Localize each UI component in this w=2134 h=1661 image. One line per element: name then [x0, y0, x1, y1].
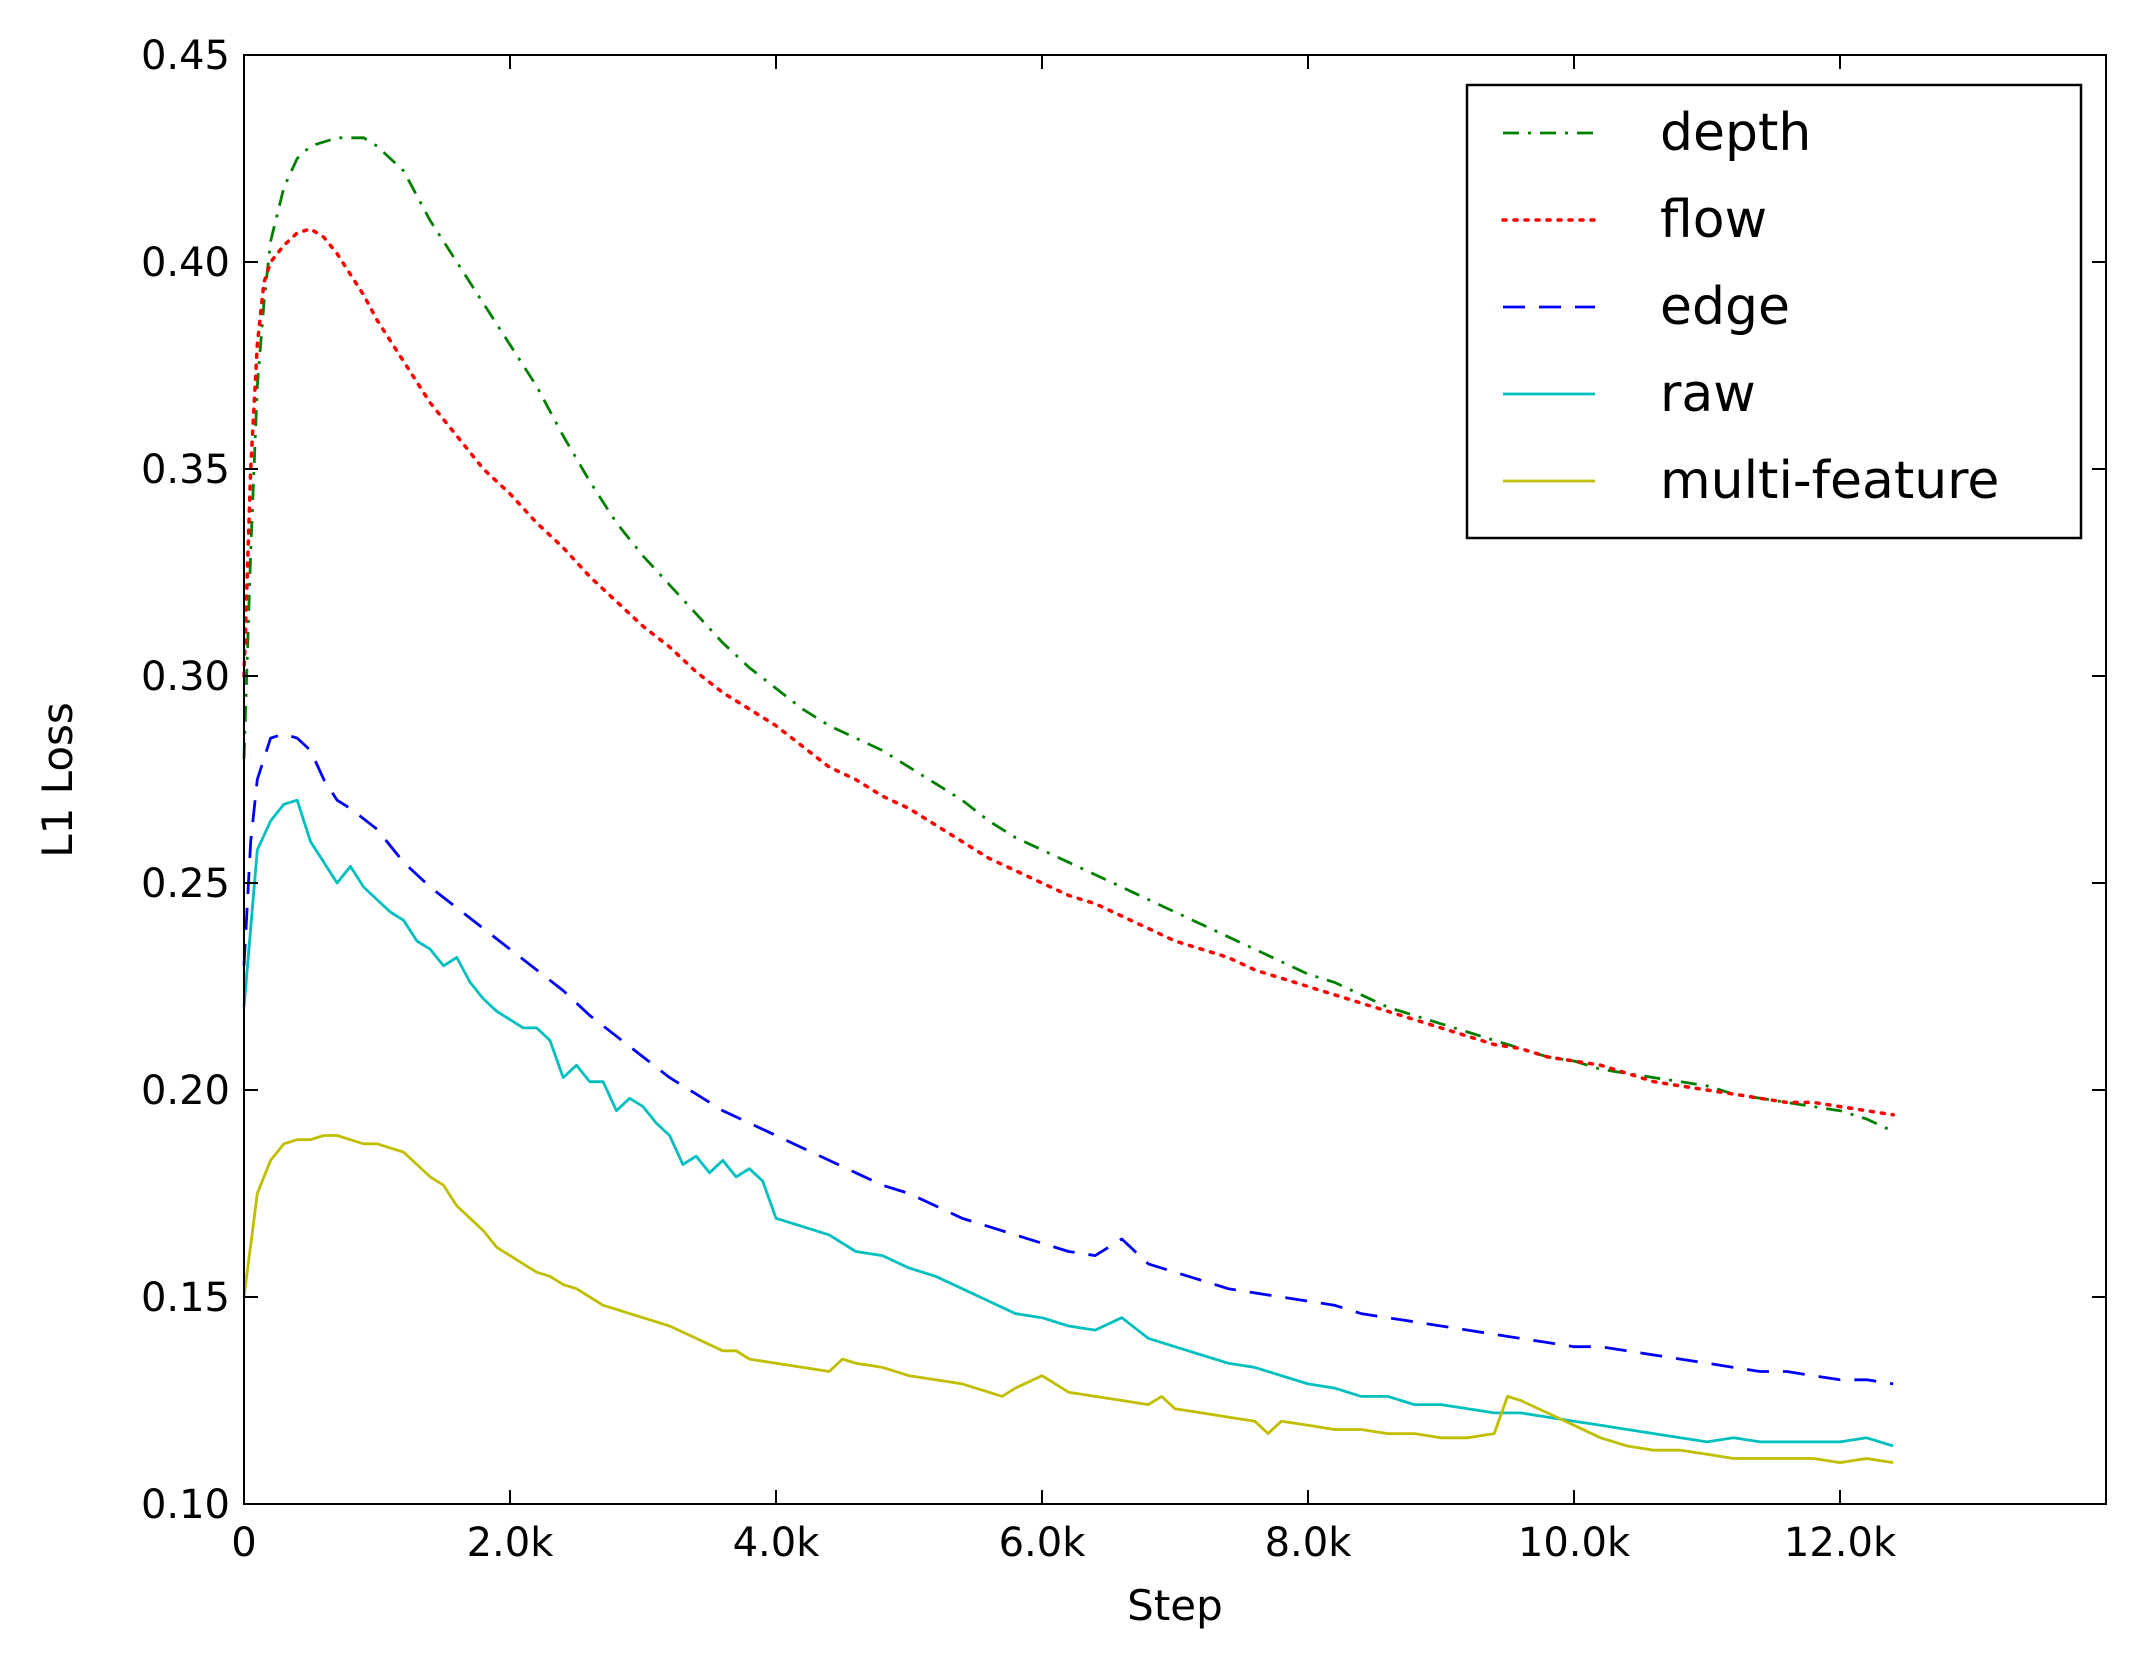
legend-label-depth: depth — [1660, 103, 1811, 163]
y-tick-label: 0.25 — [141, 861, 230, 907]
x-tick-label: 2.0k — [467, 1520, 555, 1566]
series-line-multi-feature — [242, 1134, 1894, 1464]
legend-label-edge: edge — [1660, 277, 1790, 337]
plot-frame — [243, 54, 2107, 1505]
y-tick-label: 0.10 — [141, 1482, 230, 1528]
series-line-raw — [242, 798, 1894, 1448]
x-axis-title: Step — [1127, 1581, 1223, 1630]
series-layer — [242, 136, 1895, 1464]
legend-label-flow: flow — [1660, 190, 1767, 250]
legend: depth flow edge raw multi-feature — [1465, 83, 2083, 540]
y-tick-label: 0.45 — [141, 33, 230, 79]
x-tick-label: 0 — [231, 1520, 256, 1566]
y-tick-label: 0.35 — [141, 447, 230, 493]
y-tick-label: 0.15 — [141, 1275, 230, 1321]
x-tick-label: 8.0k — [1265, 1520, 1353, 1566]
legend-box — [1465, 83, 2083, 540]
y-tick-label: 0.30 — [141, 654, 230, 700]
x-tick-label: 10.0k — [1518, 1520, 1631, 1566]
series-line-edge — [242, 732, 1894, 1386]
legend-items: depth flow edge raw multi-feature — [1501, 103, 1999, 511]
x-tick-label: 12.0k — [1784, 1520, 1897, 1566]
x-tick-label: 6.0k — [999, 1520, 1087, 1566]
ticks-layer: 0 2.0k 4.0k 6.0k 8.0k 10.0k 12.0k 0.10 0.15 0.20 0… — [141, 33, 2106, 1566]
series-line-depth — [242, 136, 1894, 1133]
y-tick-label: 0.20 — [141, 1068, 230, 1114]
y-axis-title: L1 Loss — [33, 702, 82, 858]
y-tick-label: 0.40 — [141, 240, 230, 286]
x-tick-label: 4.0k — [733, 1520, 821, 1566]
legend-label-multi-feature: multi-feature — [1660, 451, 1999, 511]
legend-label-raw: raw — [1660, 364, 1756, 424]
